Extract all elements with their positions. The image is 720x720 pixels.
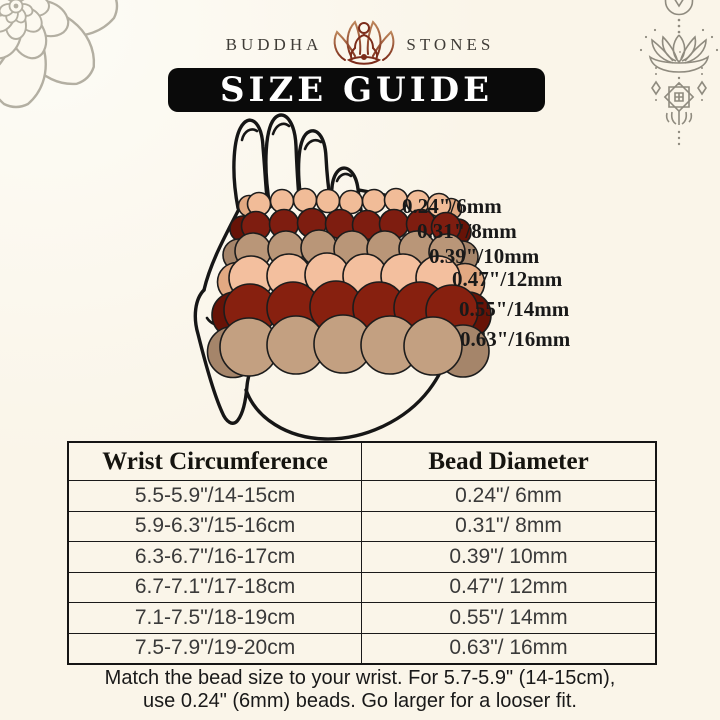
table-cell-wrist: 5.5-5.9"/14-15cm xyxy=(69,480,362,511)
table-cell-bead: 0.39"/ 10mm xyxy=(362,541,655,572)
table-header-bead: Bead Diameter xyxy=(428,447,589,475)
bead-size-label-6mm: 0.24"/6mm xyxy=(402,194,502,218)
size-table: Wrist Circumference Bead Diameter 5.5-5.… xyxy=(67,441,657,665)
bead-size-label-8mm: 0.31"/8mm xyxy=(417,219,517,243)
table-cell-wrist: 5.9-6.3"/15-16cm xyxy=(69,510,362,541)
hanging-lotus-ornament-icon xyxy=(639,0,719,146)
brand-name-left: BUDDHA xyxy=(225,35,323,54)
size-guide-banner: SIZE GUIDE xyxy=(168,68,545,112)
bracelet-row-16mm xyxy=(206,314,490,379)
table-cell-wrist: 6.3-6.7"/16-17cm xyxy=(69,541,362,572)
bead-size-label-16mm: 0.63"/16mm xyxy=(460,327,571,351)
table-cell-wrist: 6.7-7.1"/17-18cm xyxy=(69,571,362,602)
table-cell-wrist: 7.5-7.9"/19-20cm xyxy=(69,632,362,663)
hand-illustration xyxy=(193,113,447,441)
fit-note: Match the bead size to your wrist. For 5… xyxy=(0,667,720,713)
table-cell-bead: 0.24"/ 6mm xyxy=(362,480,655,511)
brand-logo: BUDDHA STONES xyxy=(0,14,720,70)
lotus-meditation-icon xyxy=(334,20,395,65)
table-cell-wrist: 7.1-7.5"/18-19cm xyxy=(69,602,362,633)
brand-name-right: STONES xyxy=(406,35,495,54)
table-cell-bead: 0.63"/ 16mm xyxy=(362,632,655,664)
banner-title: SIZE GUIDE xyxy=(219,70,494,110)
mandala-icon xyxy=(0,0,119,109)
bead-size-label-10mm: 0.39"/10mm xyxy=(429,244,540,268)
bead-size-label-14mm: 0.55"/14mm xyxy=(459,297,570,321)
bead-size-label-12mm: 0.47"/12mm xyxy=(452,267,563,291)
table-cell-bead: 0.31"/ 8mm xyxy=(362,510,655,542)
fit-note-line2: use 0.24" (6mm) beads. Go larger for a l… xyxy=(143,690,577,712)
table-header-wrist: Wrist Circumference xyxy=(69,443,362,480)
bracelet-row-6mm xyxy=(237,187,463,221)
fit-note-line1: Match the bead size to your wrist. For 5… xyxy=(104,667,616,689)
table-cell-bead: 0.55"/ 14mm xyxy=(362,602,655,633)
table-cell-bead: 0.47"/ 12mm xyxy=(362,571,655,603)
